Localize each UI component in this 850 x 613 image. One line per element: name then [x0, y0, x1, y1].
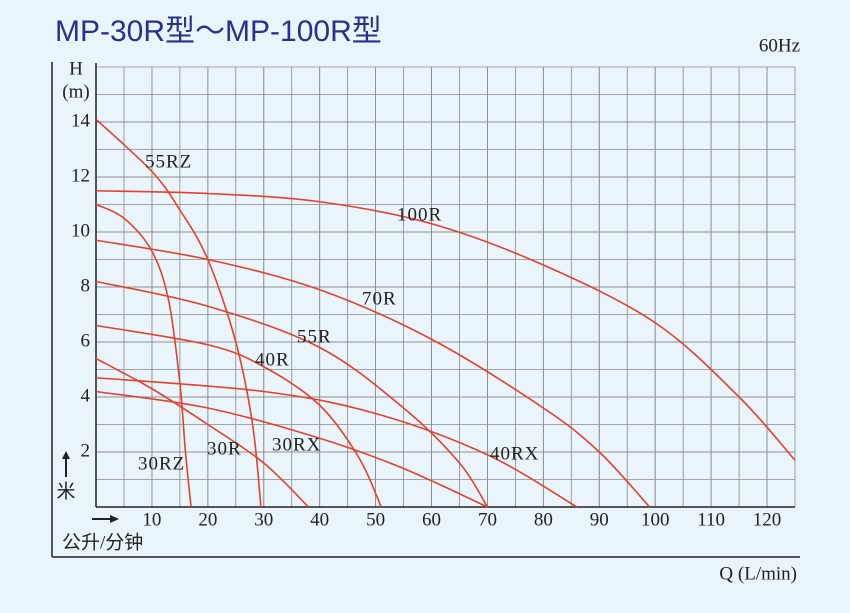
y-tick-label: 10: [71, 220, 90, 241]
curve-label: 40RX: [490, 443, 539, 464]
curve-label: 55R: [297, 326, 332, 347]
x-tick-label: 20: [198, 509, 217, 530]
curve: [95, 239, 651, 508]
arrow: [110, 515, 119, 523]
x-tick-label: 10: [142, 509, 161, 530]
subtitle: 60Hz: [759, 35, 800, 56]
y-tick-label: 6: [81, 330, 91, 351]
curve-label: 40R: [255, 349, 290, 370]
x-tick-label: 90: [590, 509, 609, 530]
x-label-cn: 公升/分钟: [62, 531, 143, 553]
curve-label: 30R: [207, 438, 242, 459]
curve: [95, 118, 262, 508]
x-label: Q (L/min): [719, 563, 797, 584]
arrow: [62, 451, 70, 459]
y-label-cn: 米: [56, 480, 75, 502]
x-tick-label: 70: [478, 509, 497, 530]
x-tick-label: 100: [641, 509, 670, 530]
curve-label: 30RZ: [138, 453, 185, 474]
chart-title: MP-30R型～MP-100R型: [55, 15, 382, 48]
curve: [95, 376, 578, 508]
y-symbol: H: [69, 58, 83, 79]
y-tick-label: 4: [81, 385, 91, 406]
y-tick-label: 2: [81, 440, 91, 461]
curve-label: 70R: [362, 288, 397, 309]
curve-label: 100R: [397, 204, 442, 225]
x-tick-label: 50: [366, 509, 385, 530]
y-tick-label: 14: [71, 110, 91, 131]
curve: [95, 203, 192, 508]
x-tick-label: 40: [310, 509, 329, 530]
y-tick-label: 12: [71, 165, 90, 186]
curve: [95, 280, 489, 508]
curve: [95, 324, 382, 508]
curve: [95, 357, 310, 508]
y-unit: (m): [62, 81, 89, 102]
x-tick-label: 80: [534, 509, 553, 530]
x-tick-label: 30: [254, 509, 273, 530]
y-tick-label: 8: [81, 275, 91, 296]
curve-label: 55RZ: [145, 151, 192, 172]
curve: [95, 390, 488, 508]
curve: [95, 189, 796, 461]
x-tick-label: 120: [753, 509, 782, 530]
x-tick-label: 60: [422, 509, 441, 530]
curve-label: 30RX: [272, 434, 321, 455]
x-tick-label: 110: [697, 509, 725, 530]
